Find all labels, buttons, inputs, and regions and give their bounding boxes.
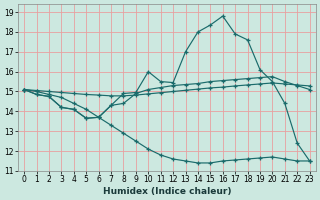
X-axis label: Humidex (Indice chaleur): Humidex (Indice chaleur)	[103, 187, 231, 196]
